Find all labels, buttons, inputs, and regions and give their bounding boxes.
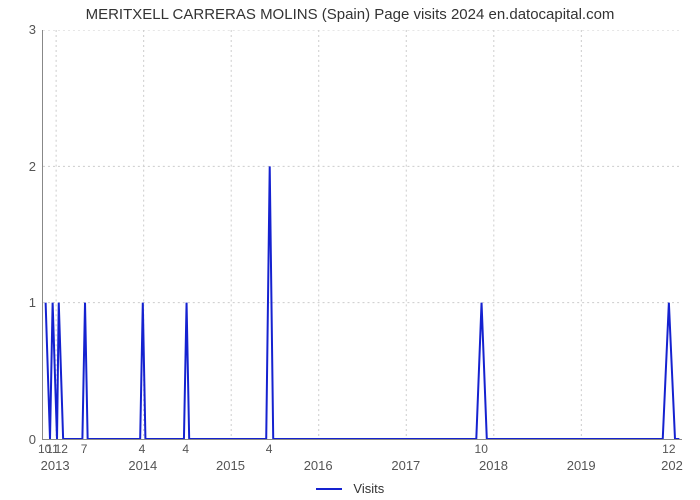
x-year-label: 2013 (41, 458, 70, 473)
legend-swatch (316, 488, 342, 490)
x-year-label-end: 202 (661, 458, 683, 473)
data-value-label: 10 (475, 442, 488, 456)
plot-area (42, 30, 682, 440)
visits-line-series (43, 30, 682, 439)
data-value-label: 4 (266, 442, 273, 456)
x-year-label: 2016 (304, 458, 333, 473)
y-tick-label: 0 (0, 432, 36, 447)
legend: Visits (0, 480, 700, 496)
x-year-label: 2014 (128, 458, 157, 473)
chart-title: MERITXELL CARRERAS MOLINS (Spain) Page v… (0, 6, 700, 23)
x-year-label: 2015 (216, 458, 245, 473)
x-year-label: 2017 (391, 458, 420, 473)
y-tick-label: 3 (0, 22, 36, 37)
data-value-label: 4 (182, 442, 189, 456)
legend-label: Visits (353, 481, 384, 496)
y-tick-label: 1 (0, 295, 36, 310)
data-value-label: 4 (139, 442, 146, 456)
data-value-label: 12 (55, 442, 68, 456)
x-year-label: 2019 (567, 458, 596, 473)
chart-container: MERITXELL CARRERAS MOLINS (Spain) Page v… (0, 0, 700, 500)
y-tick-label: 2 (0, 159, 36, 174)
data-value-label: 7 (81, 442, 88, 456)
data-value-label: 12 (662, 442, 675, 456)
x-year-label: 2018 (479, 458, 508, 473)
